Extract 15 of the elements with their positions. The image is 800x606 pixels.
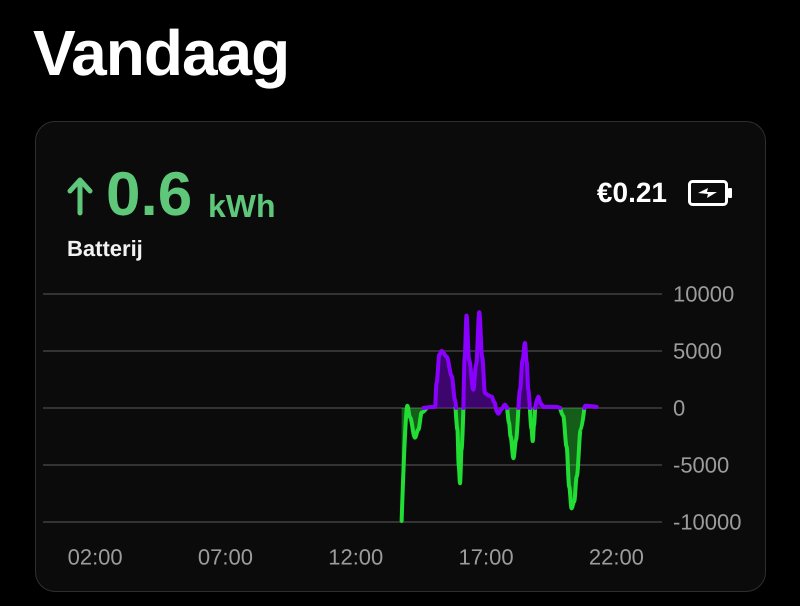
y-tick-label: -5000 <box>673 452 730 478</box>
y-tick-label: 0 <box>673 396 686 420</box>
text: 0.6 <box>106 160 192 229</box>
text: kWh <box>208 188 276 224</box>
x-tick-label: 02:00 <box>68 544 123 570</box>
x-tick-label: 12:00 <box>328 544 384 570</box>
x-tick-label: 22:00 <box>588 544 644 570</box>
text: Batterij <box>67 236 143 261</box>
y-tick-label: 10000 <box>673 282 734 306</box>
y-tick-label: -10000 <box>673 510 742 534</box>
x-tick-label: 17:00 <box>458 544 514 570</box>
y-tick-label: 5000 <box>673 338 722 364</box>
text: €0.21 <box>596 177 667 208</box>
x-tick-label: 07:00 <box>198 544 253 570</box>
chart-title: Vandaag <box>33 17 290 89</box>
